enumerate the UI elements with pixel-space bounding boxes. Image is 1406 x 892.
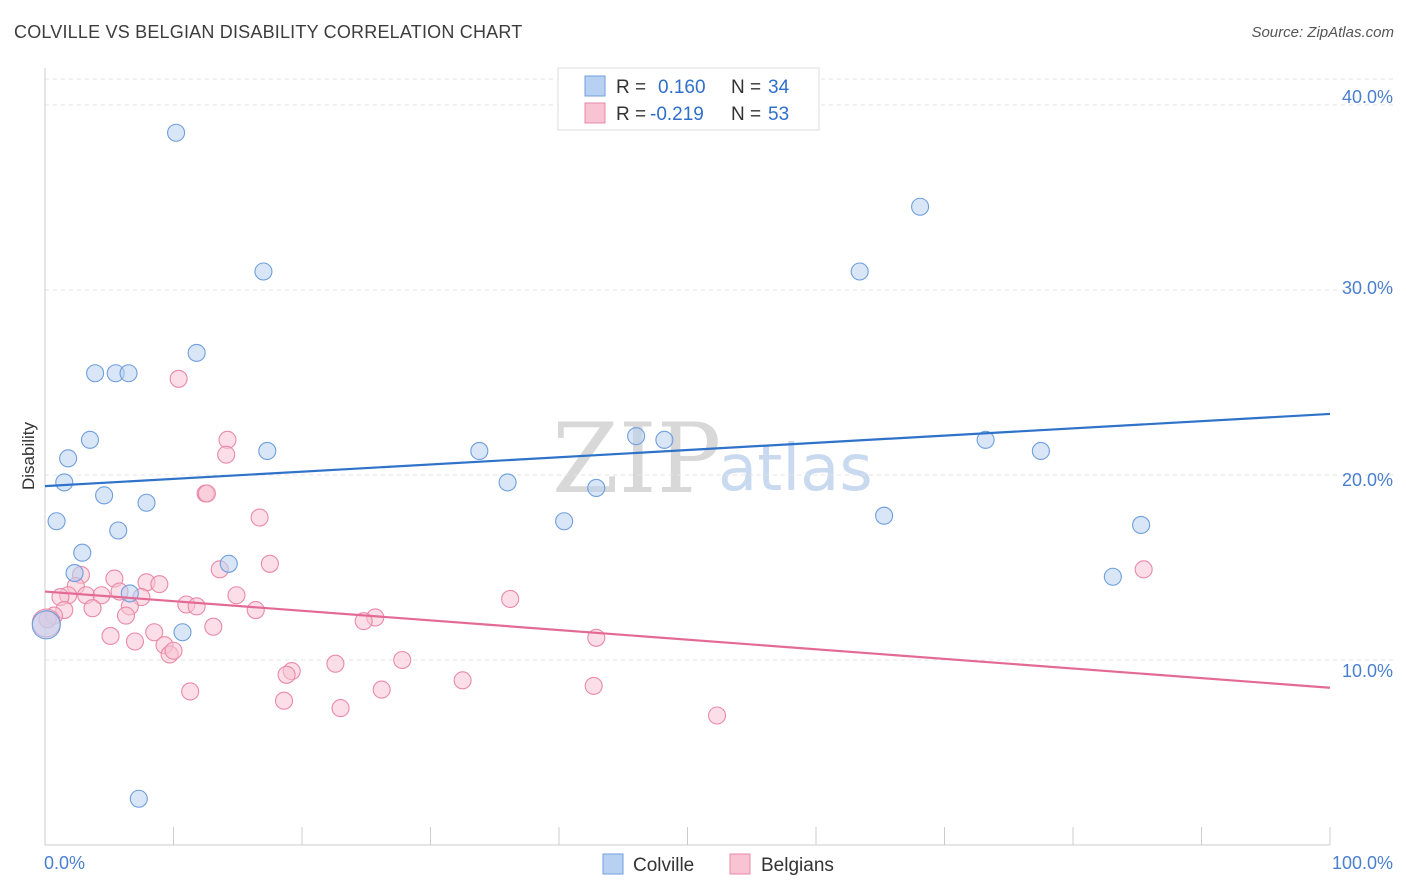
belgians-point bbox=[354, 612, 373, 631]
belgians-swatch-icon bbox=[584, 102, 606, 124]
belgians-point bbox=[453, 671, 472, 690]
legend-colville-label: Colville bbox=[633, 855, 694, 876]
colville-point bbox=[86, 364, 105, 383]
colville-trend-line bbox=[44, 412, 1331, 488]
colville-point bbox=[976, 430, 995, 449]
colville-point bbox=[258, 441, 277, 461]
colville-n-label: N = bbox=[731, 77, 761, 98]
belgians-point bbox=[708, 706, 727, 725]
colville-n-value: 34 bbox=[768, 77, 790, 98]
colville-point bbox=[137, 493, 156, 512]
x-tick-label-max: 100.0% bbox=[1332, 853, 1393, 873]
colville-point bbox=[254, 262, 273, 281]
belgians-point bbox=[169, 369, 188, 388]
y-tick-label-10: 10.0% bbox=[1342, 661, 1393, 681]
belgians-point bbox=[101, 626, 120, 646]
belgians-point bbox=[204, 617, 223, 636]
belgians-point bbox=[1134, 560, 1153, 579]
belgians-point bbox=[331, 699, 350, 718]
belgians-point bbox=[246, 600, 265, 620]
watermark-zip: ZIP bbox=[552, 403, 721, 515]
series-legend: Colville Belgians bbox=[602, 853, 834, 876]
belgians-point bbox=[197, 484, 216, 503]
colville-point bbox=[55, 473, 74, 492]
belgians-point bbox=[274, 691, 294, 710]
colville-point bbox=[59, 449, 78, 468]
axes bbox=[44, 68, 1331, 846]
colville-point bbox=[911, 197, 930, 216]
colville-point bbox=[31, 610, 61, 640]
x-tick-label-min: 0.0% bbox=[44, 853, 85, 873]
colville-r-label: R = bbox=[616, 77, 646, 98]
belgians-n-value: 53 bbox=[768, 104, 789, 125]
colville-point bbox=[119, 364, 138, 383]
y-tick-label-20: 20.0% bbox=[1342, 470, 1393, 490]
colville-point bbox=[95, 486, 114, 505]
belgians-point bbox=[145, 623, 164, 642]
belgians-point bbox=[277, 665, 296, 684]
colville-point bbox=[173, 623, 192, 642]
legend-belgians-label: Belgians bbox=[761, 855, 834, 876]
belgians-point bbox=[150, 575, 169, 594]
source-label: Source: ZipAtlas.com bbox=[1251, 24, 1394, 41]
colville-point bbox=[1031, 441, 1050, 461]
colville-point bbox=[219, 554, 238, 573]
belgians-point bbox=[217, 445, 236, 464]
colville-point bbox=[627, 427, 646, 446]
colville-point bbox=[555, 512, 574, 531]
belgians-point bbox=[116, 606, 136, 625]
colville-point bbox=[47, 512, 66, 531]
colville-point bbox=[73, 543, 92, 562]
belgians-point bbox=[326, 654, 345, 673]
grid-lines bbox=[45, 78, 1393, 661]
belgians-point bbox=[187, 597, 206, 616]
belgians-point bbox=[501, 589, 520, 609]
chart-title: COLVILLE VS BELGIAN DISABILITY CORRELATI… bbox=[14, 22, 523, 42]
colville-point bbox=[498, 473, 517, 492]
colville-point bbox=[65, 563, 84, 583]
colville-point bbox=[587, 478, 606, 498]
colville-point bbox=[655, 430, 674, 449]
belgians-trend-line bbox=[44, 590, 1331, 689]
belgians-point bbox=[250, 508, 269, 527]
belgians-point bbox=[260, 554, 279, 573]
belgians-r-label: R = bbox=[616, 104, 646, 125]
belgians-point bbox=[393, 650, 412, 670]
belgians-point bbox=[584, 676, 603, 695]
colville-point bbox=[1103, 567, 1122, 586]
belgians-point bbox=[372, 680, 391, 699]
colville-point bbox=[1132, 515, 1151, 535]
belgians-point bbox=[227, 586, 246, 605]
colville-point bbox=[80, 430, 100, 449]
colville-point bbox=[167, 123, 186, 142]
belgians-n-label: N = bbox=[731, 104, 761, 125]
stats-legend: R = 0.160 N = 34 R = -0.219 N = 53 bbox=[557, 67, 820, 131]
y-tick-label-40: 40.0% bbox=[1342, 87, 1393, 107]
y-axis-title: Disability bbox=[19, 421, 38, 490]
colville-point bbox=[109, 521, 128, 540]
belgians-point bbox=[181, 682, 200, 701]
y-tick-label-30: 30.0% bbox=[1342, 278, 1393, 298]
colville-r-value: 0.160 bbox=[658, 77, 706, 98]
colville-point bbox=[850, 262, 869, 281]
colville-point bbox=[470, 441, 489, 461]
colville-point bbox=[129, 789, 148, 808]
colville-point bbox=[875, 506, 894, 525]
belgians-point bbox=[164, 641, 183, 660]
data-points bbox=[31, 123, 1153, 808]
colville-swatch-icon bbox=[584, 75, 606, 97]
legend-colville-icon bbox=[602, 853, 624, 875]
belgians-point bbox=[83, 599, 102, 618]
belgians-point bbox=[125, 632, 144, 651]
trend-lines bbox=[44, 412, 1331, 689]
legend-belgians-icon bbox=[729, 853, 751, 875]
belgians-r-value: -0.219 bbox=[650, 104, 704, 125]
colville-point bbox=[187, 343, 206, 362]
